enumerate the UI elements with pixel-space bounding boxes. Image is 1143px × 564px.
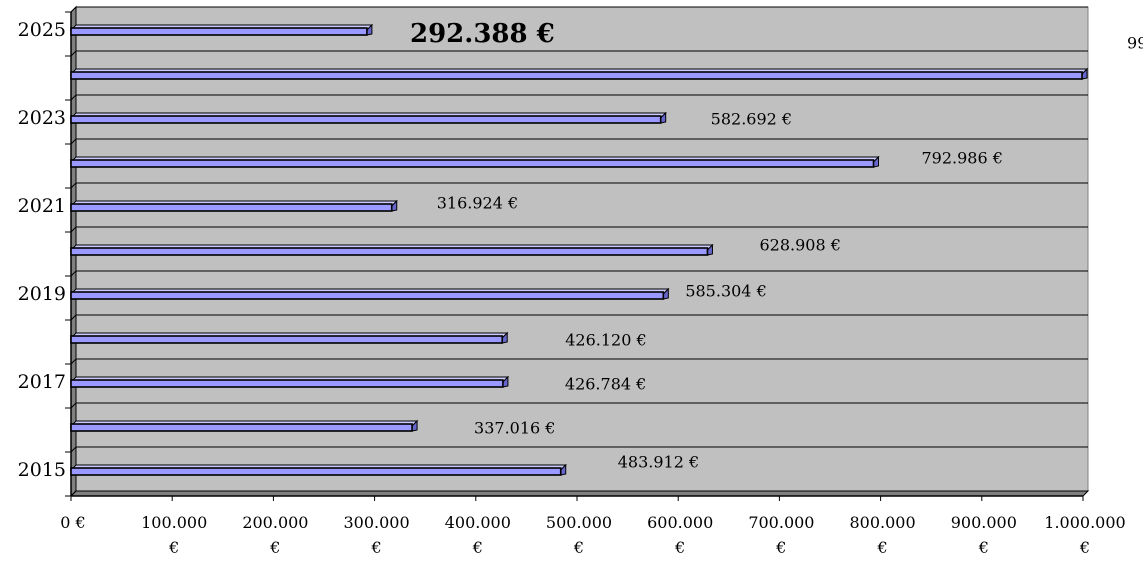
bar [69,375,510,388]
bar [69,331,509,344]
gridline-depth [70,138,77,145]
x-tick-label-line: 700.000 [748,513,814,532]
data-label: 316.924 € [437,194,518,213]
x-tick-label-line: € [1079,538,1090,557]
x-tick-label-line: € [573,538,584,557]
x-tick-label-line: 500.000 [546,513,612,532]
bar-front-face [70,379,504,388]
x-tick-label-line: € [269,538,280,557]
x-tick-label-line: € [877,538,888,557]
gridline-depth [70,50,77,57]
gridline-depth [70,226,77,233]
bar [69,155,880,168]
gridline-depth [70,490,77,497]
x-tick-label-line: € [168,538,179,557]
x-tick-label-line: 300.000 [344,513,410,532]
gridline-depth [70,358,77,365]
bar [69,419,419,432]
data-label: 426.120 € [565,331,646,350]
x-tick-label: 0 € [60,513,85,532]
x-tick-label: 800.000 € [850,513,916,557]
bar [69,199,398,212]
bar-front-face [70,159,875,168]
data-label: 999.036 € [1127,34,1143,53]
gridline-depth [70,314,77,321]
y-tick-label: 2015 [18,459,66,481]
x-tick-label: 600.000 € [647,513,713,557]
gridline-depth [70,182,77,189]
data-label: 585.304 € [685,282,766,301]
data-label: 337.016 € [474,419,555,438]
x-tick-label: 300.000 € [344,513,410,557]
data-label: 628.908 € [759,236,840,255]
data-label: 426.784 € [565,375,646,394]
x-tick-label-line: 0 € [60,513,85,532]
x-tick-label: 1.000.000 € [1044,513,1125,557]
gridline-depth [70,94,77,101]
gridline-depth [70,402,77,409]
bar-front-face [70,203,393,212]
y-tick-label: 2019 [18,283,66,305]
y-tick-label: 2025 [18,19,66,41]
bar [69,463,567,476]
bar-front-face [70,247,709,256]
data-label: 483.912 € [618,453,699,472]
x-tick-label: 500.000 € [546,513,612,557]
bar-front-face [70,115,662,124]
bar-front-face [70,423,413,432]
bar-front-face [70,335,504,344]
x-tick-label-line: 100.000 [141,513,207,532]
x-tick-label-line: 400.000 [445,513,511,532]
y-tick-label: 2021 [18,195,66,217]
gridline-depth [70,270,77,277]
bar-front-face [70,467,562,476]
x-tick-label-line: € [978,538,989,557]
bar-front-face [70,291,665,300]
x-tick-label: 900.000 € [951,513,1017,557]
x-tick-label: 200.000 € [242,513,308,557]
x-tick-label: 100.000 € [141,513,207,557]
x-tick-label: 700.000 € [748,513,814,557]
data-label: 792.986 € [922,149,1003,168]
x-tick-label: 400.000 € [445,513,511,557]
bar [69,67,1089,80]
data-label-highlight: 292.388 € [410,19,555,49]
x-tick-label-line: 200.000 [242,513,308,532]
bar-front-face [70,27,368,36]
gridline-depth [70,6,77,13]
x-tick-label-line: € [472,538,483,557]
x-tick-label-line: 1.000.000 [1044,513,1125,532]
y-tick-label: 2023 [18,107,66,129]
x-tick-label-line: 800.000 [850,513,916,532]
data-label: 582.692 € [711,110,792,129]
x-tick-label-line: € [674,538,685,557]
x-tick-label-line: 600.000 [647,513,713,532]
x-tick-label-line: € [371,538,382,557]
bar [69,287,670,300]
bar [69,23,374,36]
bar-front-face [70,71,1083,80]
y-tick-label: 2017 [18,371,66,393]
x-tick-label-line: € [775,538,786,557]
bar [69,243,714,256]
x-tick-label-line: 900.000 [951,513,1017,532]
gridline-depth [70,446,77,453]
bar [69,111,667,124]
